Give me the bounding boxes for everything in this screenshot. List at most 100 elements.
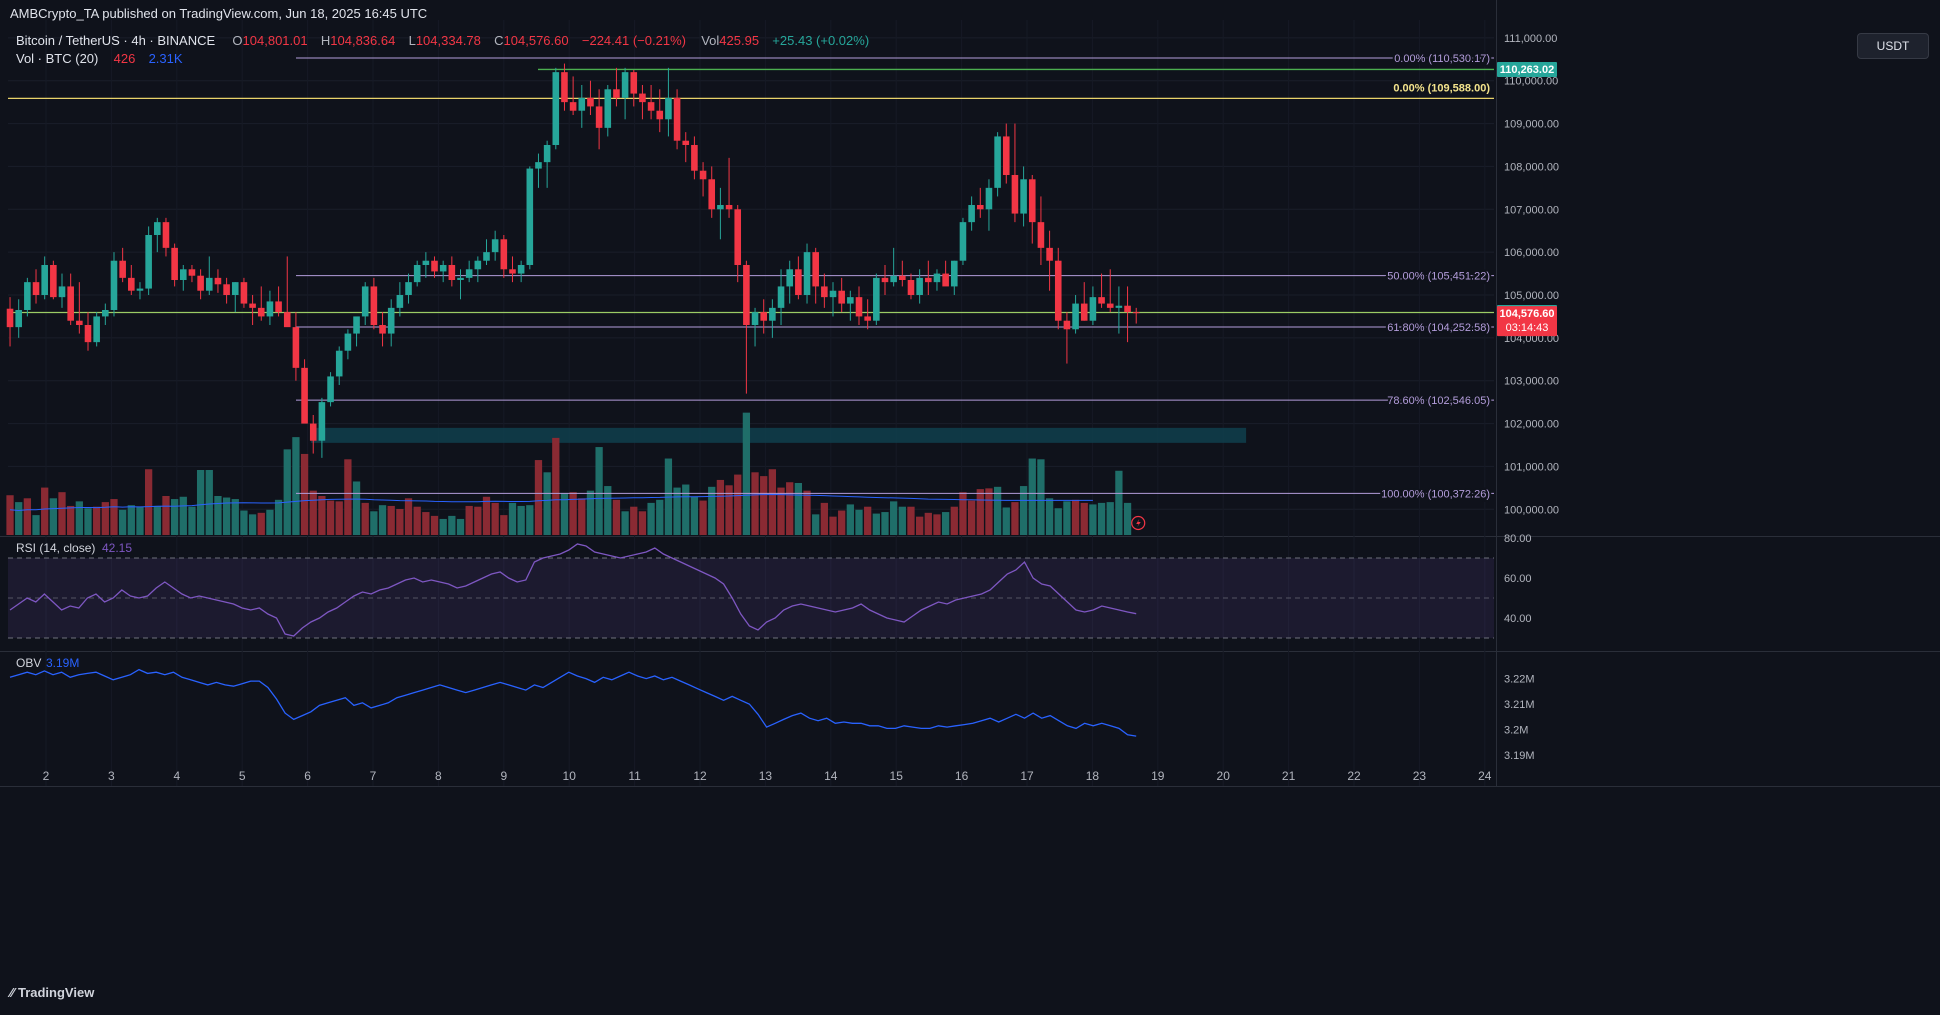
volume-bar xyxy=(855,509,863,535)
volume-bar xyxy=(404,498,413,535)
price-axis-tick: 101,000.00 xyxy=(1504,461,1559,473)
candle-body xyxy=(595,106,603,128)
candle-body xyxy=(128,277,135,291)
candle-body xyxy=(916,277,923,295)
candle-body xyxy=(1046,247,1053,261)
candle-body xyxy=(162,222,170,248)
volume-bar xyxy=(725,485,733,535)
volume-indicator-title[interactable]: Vol · BTC (20) xyxy=(16,51,99,66)
ohlc-close-label: C xyxy=(494,33,504,48)
time-axis-tick: 16 xyxy=(955,769,969,783)
volume-bar xyxy=(881,512,889,535)
time-axis-tick: 6 xyxy=(304,769,311,783)
candle-body xyxy=(613,89,620,98)
volume-bar xyxy=(1080,502,1088,535)
price-axis-tick: 107,000.00 xyxy=(1504,204,1559,216)
candle-body xyxy=(873,277,880,321)
candle-body xyxy=(335,350,343,377)
volume-bar xyxy=(569,492,577,535)
rsi-axis-tick: 80.00 xyxy=(1504,533,1532,545)
candle-body xyxy=(777,286,785,308)
candle-body xyxy=(933,273,941,283)
volume-bar xyxy=(760,476,768,535)
candle-body xyxy=(231,282,239,295)
volume-bar xyxy=(838,510,846,535)
obv-title: OBV xyxy=(16,656,41,670)
candle-body xyxy=(890,275,897,283)
volume-bar xyxy=(630,506,638,535)
volume-bar xyxy=(49,498,57,535)
candle-body xyxy=(102,310,109,317)
volume-ma-value: 2.31K xyxy=(148,51,183,66)
price-axis-tick: 100,000.00 xyxy=(1504,504,1559,516)
volume-bar xyxy=(257,512,265,535)
symbol-title[interactable]: Bitcoin / TetherUS · 4h · BINANCE xyxy=(16,33,216,48)
candle-body xyxy=(517,265,525,274)
volume-bar xyxy=(23,498,31,535)
volume-bar xyxy=(716,479,725,535)
candle-body xyxy=(691,145,698,171)
currency-button[interactable]: USDT xyxy=(1857,33,1929,59)
time-axis-tick: 12 xyxy=(693,769,707,783)
volume-bar xyxy=(742,412,751,535)
candle-body xyxy=(751,312,759,325)
volume-ma-line xyxy=(9,493,1093,512)
volume-bar xyxy=(439,518,447,535)
volume-bar xyxy=(283,449,291,535)
candle-body xyxy=(1124,305,1131,313)
volume-bar xyxy=(127,505,135,535)
candle-body xyxy=(1089,297,1097,321)
time-axis-tick: 24 xyxy=(1478,769,1492,783)
volume-bar xyxy=(621,511,629,535)
candle-body xyxy=(396,295,404,308)
volume-bar xyxy=(508,502,517,535)
ohlc-low-label: L xyxy=(408,33,416,48)
volume-bar xyxy=(864,506,872,535)
candle-body xyxy=(1011,175,1019,214)
volume-bar xyxy=(829,516,837,535)
candle-body xyxy=(682,140,690,145)
candle-body xyxy=(110,260,118,310)
candle-body xyxy=(976,205,984,210)
volume-bar xyxy=(812,514,820,535)
candle-body xyxy=(431,260,438,272)
candle-body xyxy=(1072,303,1079,330)
candle-body xyxy=(283,312,291,328)
time-axis-tick: 14 xyxy=(824,769,838,783)
volume-bar xyxy=(196,470,205,535)
candle-body xyxy=(413,265,421,283)
candle-body xyxy=(387,307,395,334)
tradingview-logo[interactable]: ⁄⁄ TradingView xyxy=(10,985,94,1000)
volume-bar xyxy=(786,482,794,535)
volume-bar xyxy=(699,500,707,535)
rsi-axis-tick: 60.00 xyxy=(1504,573,1532,585)
volume-bar xyxy=(777,487,785,535)
volume-bar xyxy=(136,506,144,535)
volume-bar xyxy=(110,499,118,535)
candle-body xyxy=(743,265,750,325)
volume-bar xyxy=(448,515,456,535)
bar-countdown: 03:14:43 xyxy=(1506,322,1549,334)
volume-bar xyxy=(898,506,906,535)
candle-body xyxy=(266,301,274,317)
candle-body xyxy=(855,297,863,317)
yellow-level-label: 0.00% (109,588.00) xyxy=(1393,82,1490,94)
time-axis-tick: 2 xyxy=(43,769,50,783)
candle-body xyxy=(491,239,499,253)
price-axis-tick: 110,000.00 xyxy=(1504,76,1558,88)
volume-bar xyxy=(222,497,231,535)
volume-bar xyxy=(578,498,586,535)
candle-body xyxy=(665,97,672,120)
candle-body xyxy=(275,301,282,313)
volume-bar xyxy=(15,502,23,535)
volume-bar xyxy=(1123,502,1132,535)
volume-bar xyxy=(370,511,378,535)
candle-body xyxy=(543,145,551,163)
volume-bar xyxy=(214,496,222,535)
candle-body xyxy=(604,89,612,128)
candle-body xyxy=(483,252,490,261)
volume-bar xyxy=(586,490,595,535)
candle-body xyxy=(249,303,256,308)
volume-bar xyxy=(361,502,369,535)
